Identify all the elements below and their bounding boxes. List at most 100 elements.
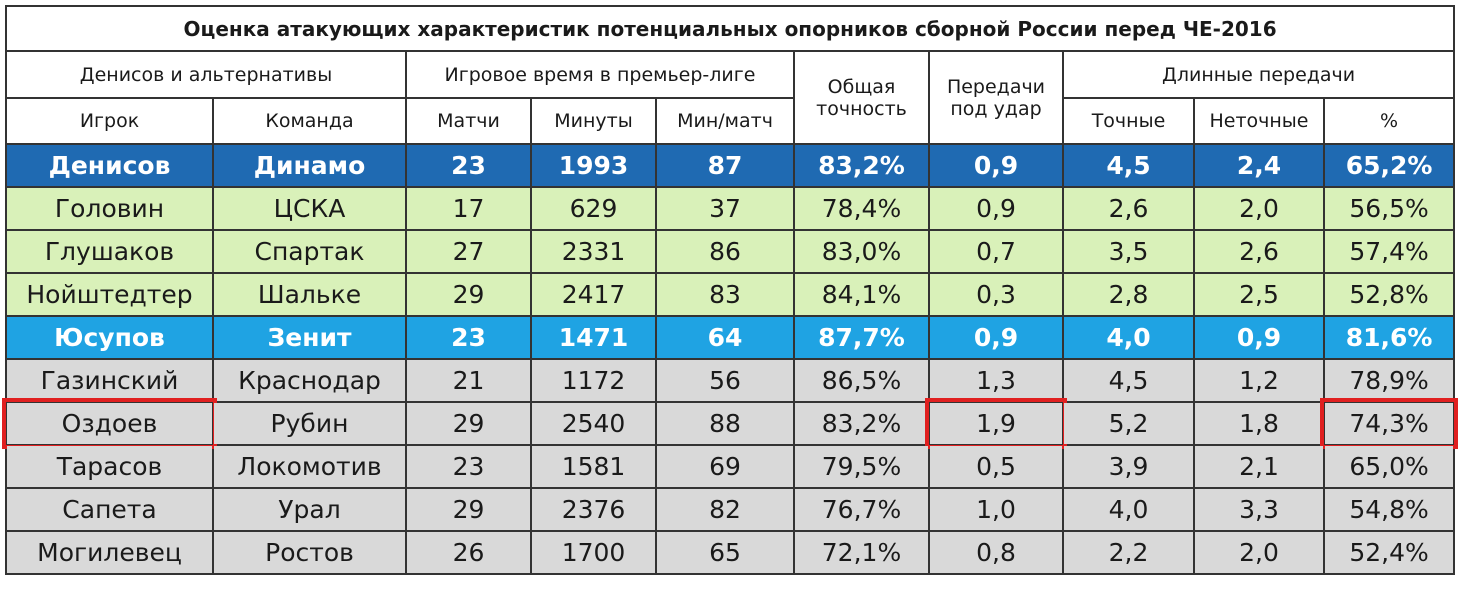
table-cell: Нойштедтер: [5, 272, 214, 317]
table-cell: 72,1%: [793, 530, 930, 575]
column-header: Мин/матч: [655, 97, 795, 145]
table-row: Сапета Урал 29 2376 82 76,7% 1,0 4,0 3,3 54,8%: [5, 487, 1456, 532]
table-cell: 78,9%: [1322, 358, 1456, 403]
table-cell: 1,8: [1193, 401, 1325, 446]
table-cell: 3,5: [1062, 229, 1195, 274]
table-cell: 69: [655, 444, 795, 489]
table-cell: 78,4%: [793, 186, 930, 231]
group-header: Денисов и альтернативы: [5, 50, 407, 99]
table-cell: 26: [405, 530, 532, 575]
table-cell: 86,5%: [793, 358, 930, 403]
group-header: Общая точность: [793, 50, 930, 145]
table-cell: 2,4: [1193, 143, 1325, 188]
table-cell: Тарасов: [5, 444, 214, 489]
table-cell: 0,8: [928, 530, 1064, 575]
table-cell: 76,7%: [793, 487, 930, 532]
table-cell: 1700: [530, 530, 657, 575]
table-cell: 2376: [530, 487, 657, 532]
table-cell: 87,7%: [793, 315, 930, 360]
table-cell: 23: [405, 315, 532, 360]
table-cell: 29: [405, 401, 532, 446]
table-cell: 1172: [530, 358, 657, 403]
table-cell: 65: [655, 530, 795, 575]
group-header: Передачи под удар: [928, 50, 1064, 145]
table-cell: 1,2: [1193, 358, 1325, 403]
table-cell: Ростов: [212, 530, 407, 575]
table-row: Денисов Динамо 23 1993 87 83,2% 0,9 4,5 2,4 65,2%: [5, 143, 1456, 188]
table-cell: 0,5: [928, 444, 1064, 489]
table-body: Оценка атакующих характеристик потенциал…: [2, 5, 1459, 575]
table-row: Головин ЦСКА 17 629 37 78,4% 0,9 2,6 2,0 56,5%: [5, 186, 1456, 231]
table-cell: 84,1%: [793, 272, 930, 317]
table-row: Газинский Краснодар 21 1172 56 86,5% 1,3 4,5 1,2…: [5, 358, 1456, 403]
column-header: Минуты: [530, 97, 657, 145]
column-header: Команда: [212, 97, 407, 145]
table-cell: 2540: [530, 401, 657, 446]
table-cell: Зенит: [212, 315, 407, 360]
table-cell: 629: [530, 186, 657, 231]
table-cell: 2,6: [1193, 229, 1325, 274]
table-cell: 29: [405, 487, 532, 532]
table-cell: 23: [405, 444, 532, 489]
highlight-box: [1320, 398, 1459, 449]
table-cell: 1471: [530, 315, 657, 360]
table-row: Оздоев Рубин 29 2540 88 83,2% 1,9 5,2 1,8 74,3%: [2, 398, 1459, 449]
table-cell: 83,2%: [793, 143, 930, 188]
table-cell: 0,9: [928, 143, 1064, 188]
table-cell: 0,9: [1193, 315, 1325, 360]
highlight-box: [925, 398, 1067, 449]
stats-table: Оценка атакующих характеристик потенциал…: [2, 5, 1459, 575]
table-row: Глушаков Спартак 27 2331 86 83,0% 0,7 3,5 2,6 57,…: [5, 229, 1456, 274]
highlight-box: [2, 398, 217, 449]
table-cell: 4,5: [1062, 143, 1195, 188]
table-cell: Спартак: [212, 229, 407, 274]
table-cell: 83: [655, 272, 795, 317]
table-cell: 87: [655, 143, 795, 188]
table-cell: 2417: [530, 272, 657, 317]
table-cell: 2,1: [1193, 444, 1325, 489]
table-cell: 1,3: [928, 358, 1064, 403]
table-cell: Динамо: [212, 143, 407, 188]
column-header: Матчи: [405, 97, 532, 145]
table-cell: Денисов: [5, 143, 214, 188]
group-header: Длинные передачи: [1061, 50, 1456, 99]
table-cell: Краснодар: [212, 358, 407, 403]
table-cell: 17: [405, 186, 532, 231]
table-cell: 2,8: [1062, 272, 1195, 317]
table-cell: 83,2%: [793, 401, 930, 446]
column-header: Точные: [1062, 97, 1195, 145]
table-cell: 1581: [530, 444, 657, 489]
table-cell: 0,3: [928, 272, 1064, 317]
group-header: Игровое время в премьер-лиге: [405, 50, 795, 99]
table-cell: 4,0: [1062, 487, 1195, 532]
table-cell: Урал: [212, 487, 407, 532]
table-cell: 2,0: [1193, 186, 1325, 231]
table-cell: 5,2: [1062, 401, 1195, 446]
table-cell: Юсупов: [5, 315, 214, 360]
table-cell: 3,9: [1062, 444, 1195, 489]
table-cell: Могилевец: [5, 530, 214, 575]
table-cell: 1,0: [928, 487, 1064, 532]
table-cell: 2,5: [1193, 272, 1325, 317]
table-cell: Глушаков: [5, 229, 214, 274]
table-cell: 52,4%: [1322, 530, 1456, 575]
table-cell: 37: [655, 186, 795, 231]
table-cell: 57,4%: [1322, 229, 1456, 274]
table-cell: 0,7: [928, 229, 1064, 274]
table-cell: 3,3: [1193, 487, 1325, 532]
table-cell: Рубин: [212, 401, 407, 446]
table-cell: 0,9: [928, 186, 1064, 231]
table-cell: Газинский: [5, 358, 214, 403]
table-cell: 29: [405, 272, 532, 317]
table-cell: 64: [655, 315, 795, 360]
table-cell: 81,6%: [1322, 315, 1456, 360]
table-cell: 65,0%: [1322, 444, 1456, 489]
table-cell: 88: [655, 401, 795, 446]
table-cell: Шальке: [212, 272, 407, 317]
table-cell: 2331: [530, 229, 657, 274]
table-cell: 56,5%: [1322, 186, 1456, 231]
table-cell: 4,0: [1062, 315, 1195, 360]
column-header: Игрок: [5, 97, 214, 145]
table-cell: Сапета: [5, 487, 214, 532]
